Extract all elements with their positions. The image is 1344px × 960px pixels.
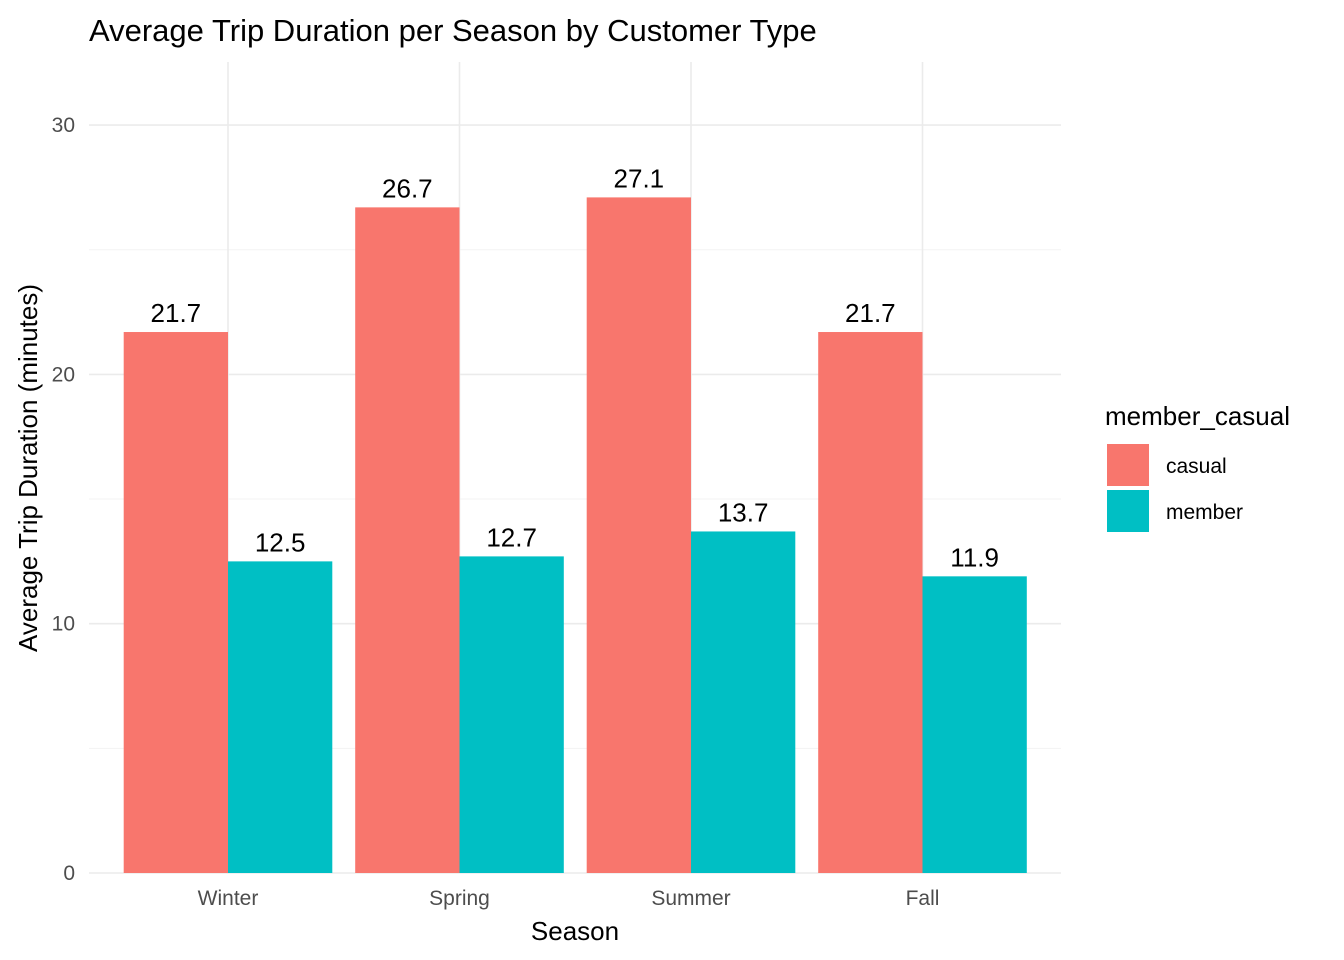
legend-label-member: member xyxy=(1166,501,1243,524)
bar-casual xyxy=(818,332,923,873)
data-label: 21.7 xyxy=(151,298,202,328)
bar-member xyxy=(459,556,564,873)
x-tick-label: Winter xyxy=(198,887,259,910)
bar-casual xyxy=(123,332,228,873)
data-label: 12.7 xyxy=(486,522,537,552)
data-label: 26.7 xyxy=(382,173,433,203)
data-label: 27.1 xyxy=(614,163,665,193)
legend-key-casual xyxy=(1107,444,1149,486)
x-tick-label: Summer xyxy=(651,887,730,910)
bar-member xyxy=(691,531,796,873)
chart-title: Average Trip Duration per Season by Cust… xyxy=(89,13,817,48)
legend-key-member xyxy=(1107,490,1149,532)
data-label: 13.7 xyxy=(718,497,769,527)
x-tick-label: Fall xyxy=(906,887,940,910)
y-axis: 0 10 20 30 xyxy=(52,114,75,885)
x-tick-label: Spring xyxy=(429,887,490,910)
bars xyxy=(123,197,1027,874)
y-tick-label: 0 xyxy=(63,862,75,885)
data-labels: 21.7 26.7 27.1 21.7 12.5 12.7 13.7 11.9 xyxy=(151,163,999,572)
bar-member xyxy=(922,576,1027,873)
y-tick-label: 10 xyxy=(52,613,75,636)
data-label: 11.9 xyxy=(950,542,999,572)
y-tick-label: 30 xyxy=(52,114,75,137)
legend: member_casual casual member xyxy=(1105,401,1290,532)
legend-label-casual: casual xyxy=(1166,455,1227,478)
legend-title: member_casual xyxy=(1105,401,1290,431)
x-axis: Winter Spring Summer Fall xyxy=(198,887,940,910)
bar-member xyxy=(228,561,333,873)
bar-casual xyxy=(355,207,460,873)
bar-casual xyxy=(586,197,691,874)
y-tick-label: 20 xyxy=(52,363,75,386)
x-axis-title: Season xyxy=(531,916,619,946)
data-label: 12.5 xyxy=(255,527,306,557)
y-axis-title: Average Trip Duration (minutes) xyxy=(13,284,43,652)
data-label: 21.7 xyxy=(845,298,896,328)
